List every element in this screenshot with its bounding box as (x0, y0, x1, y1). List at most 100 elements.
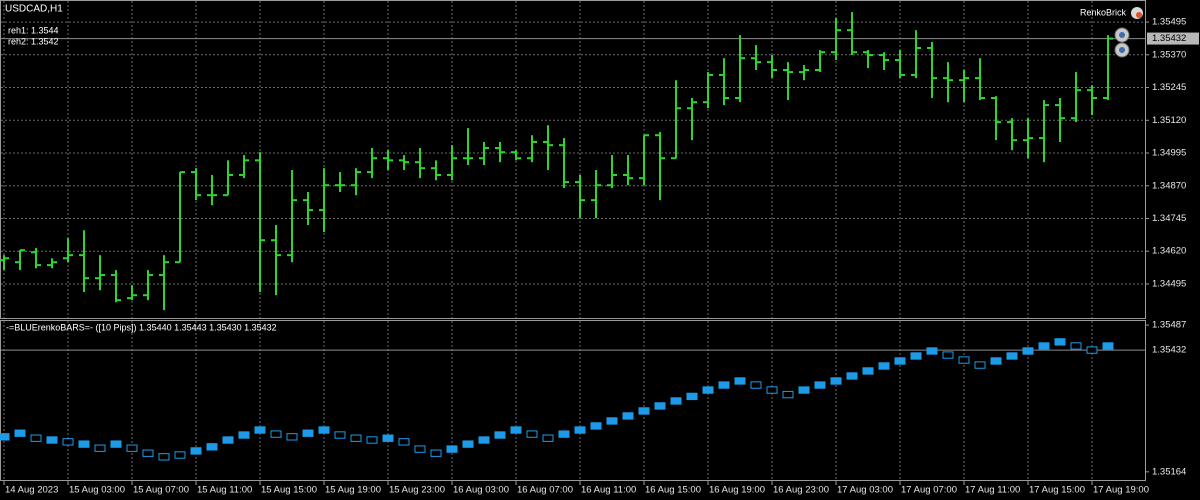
y-tick-label: 1.35487 (1152, 320, 1186, 331)
renko-brick (270, 430, 282, 438)
icon-dot (1136, 12, 1142, 18)
renko-brick (926, 347, 938, 355)
renko-brick (766, 386, 778, 394)
renko-brick (942, 351, 954, 359)
y-tick-label: 1.35120 (1152, 115, 1186, 126)
renko-brick (494, 431, 506, 439)
renko-button-up[interactable] (1114, 27, 1130, 43)
x-tick-label: 16 Aug 23:00 (773, 485, 829, 496)
renko-brick (638, 407, 650, 415)
renko-brick (1022, 347, 1034, 355)
renko-brick (1054, 338, 1066, 346)
y-tick-label: 1.34495 (1152, 278, 1186, 289)
renko-brick (30, 434, 42, 442)
renko-brick (686, 392, 698, 401)
renko-brick (14, 429, 26, 437)
renko-brick (574, 426, 586, 434)
x-tick-label: 17 Aug 19:00 (1093, 485, 1149, 496)
renko-brick (286, 433, 298, 441)
price-label-box (1147, 32, 1199, 45)
sub-panel-frame (0, 320, 1146, 481)
renko-brick (670, 397, 682, 405)
x-tick-label: 14 Aug 2023 (5, 485, 58, 496)
renko-brick (830, 377, 842, 385)
renko-brick (974, 361, 986, 369)
indicator-name[interactable]: RenkoBrick (1080, 7, 1127, 17)
renko-brick (526, 430, 538, 438)
x-tick-label: 15 Aug 19:00 (325, 485, 381, 496)
y-tick-label: 1.34620 (1152, 246, 1186, 257)
renko-button-down[interactable] (1114, 42, 1130, 58)
renko-brick (222, 436, 234, 444)
renko-brick (430, 449, 442, 457)
renko-brick (334, 431, 346, 439)
renko-brick (542, 434, 554, 442)
indicator-icon[interactable] (1131, 7, 1143, 19)
renko-brick (910, 352, 922, 360)
renko-brick (126, 444, 138, 452)
y-tick-label: 1.34995 (1152, 148, 1186, 159)
x-tick-label: 17 Aug 07:00 (901, 485, 957, 496)
y-tick-label: 1.35495 (1152, 17, 1186, 28)
x-tick-label: 17 Aug 15:00 (1029, 485, 1085, 496)
renko-brick (478, 436, 490, 444)
renko-brick (606, 417, 618, 425)
price-label: 1.35432 (1152, 33, 1186, 44)
y-tick-label: 1.34870 (1152, 180, 1186, 191)
renko-brick (462, 440, 474, 448)
renko-brick (558, 430, 570, 438)
renko-brick (46, 436, 58, 444)
x-tick-label: 15 Aug 23:00 (389, 485, 445, 496)
x-tick-label: 16 Aug 19:00 (709, 485, 765, 496)
renko-brick (958, 356, 970, 364)
y-tick-label: 1.35370 (1152, 49, 1186, 60)
sub-legend: -=BLUErenkoBARS=- ([10 Pips]) 1.35440 1.… (6, 322, 277, 332)
renko-brick (782, 390, 794, 399)
price-label: 1.35432 (1152, 345, 1186, 356)
renko-brick (750, 381, 762, 389)
renko-brick (814, 381, 826, 389)
renko-brick (1006, 352, 1018, 360)
renko-brick (590, 422, 602, 430)
renko-brick (190, 447, 202, 455)
renko-brick (1102, 342, 1114, 350)
renko-brick (622, 412, 634, 420)
renko-brick (798, 386, 810, 394)
renko-brick (382, 434, 394, 442)
renko-brick (318, 426, 330, 434)
renko-brick (238, 431, 250, 439)
renko-brick (878, 362, 890, 370)
button-dot (1119, 47, 1125, 53)
renko-brick (158, 453, 170, 461)
renko-brick (78, 440, 90, 448)
renko-brick (654, 402, 666, 410)
renko-brick (174, 451, 186, 459)
x-tick-label: 15 Aug 03:00 (69, 485, 125, 496)
renko-brick (894, 357, 906, 365)
y-tick-label: 1.35164 (1152, 466, 1186, 477)
x-tick-label: 15 Aug 15:00 (261, 485, 317, 496)
renko-brick (1086, 346, 1098, 354)
renko-brick (1070, 342, 1082, 350)
x-tick-label: 17 Aug 03:00 (837, 485, 893, 496)
x-tick-label: 16 Aug 07:00 (517, 485, 573, 496)
renko-brick (398, 438, 410, 446)
x-tick-label: 16 Aug 15:00 (645, 485, 701, 496)
x-tick-label: 16 Aug 03:00 (453, 485, 509, 496)
x-tick-label: 15 Aug 11:00 (197, 485, 252, 496)
renko-brick (110, 440, 122, 448)
renko-brick (0, 433, 10, 441)
annotation: reh2: 1.3542 (8, 36, 59, 46)
renko-brick (510, 426, 522, 434)
y-tick-label: 1.35245 (1152, 82, 1186, 93)
renko-brick (302, 429, 314, 437)
renko-brick (446, 445, 458, 453)
renko-brick (142, 449, 154, 457)
x-tick-label: 17 Aug 11:00 (965, 485, 1020, 496)
renko-brick (862, 367, 874, 375)
renko-brick (62, 438, 74, 446)
renko-brick (414, 445, 426, 453)
renko-brick (734, 377, 746, 385)
annotation: reh1: 1.3544 (8, 25, 59, 35)
